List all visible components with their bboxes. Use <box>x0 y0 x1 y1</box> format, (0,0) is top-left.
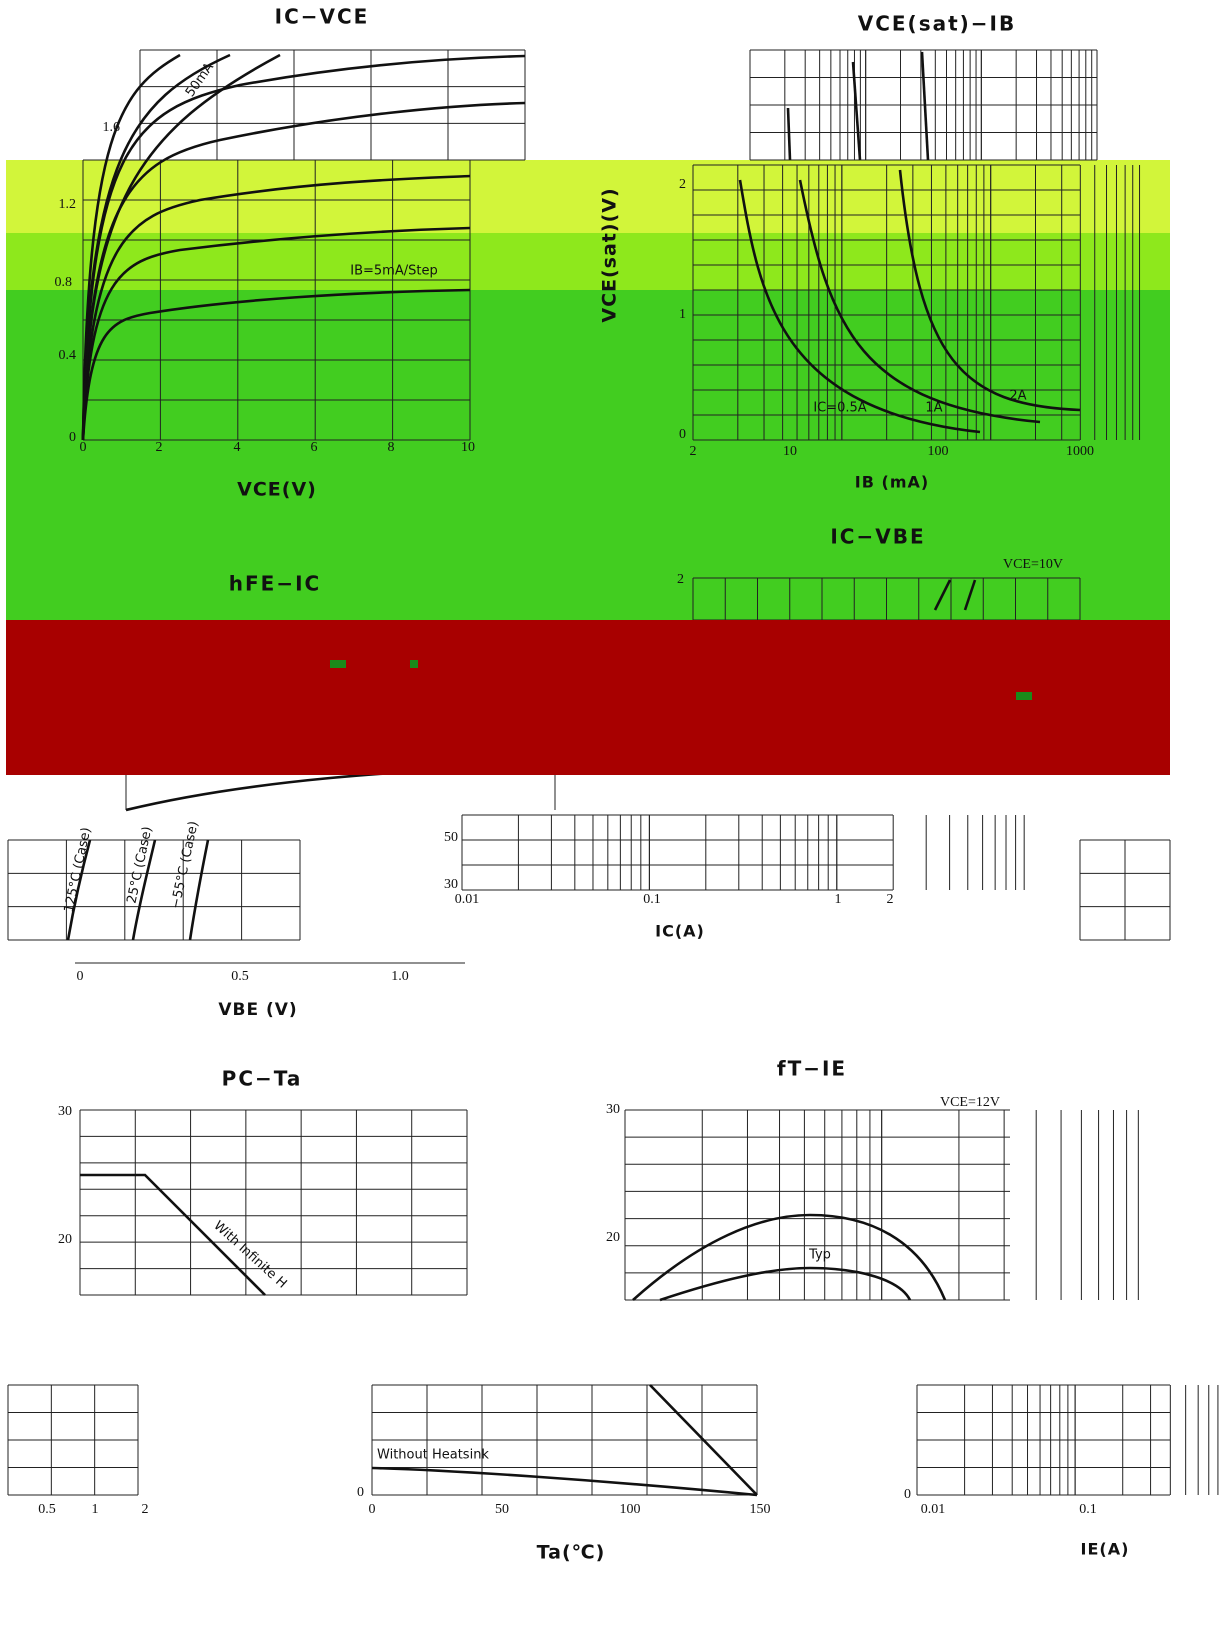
curve-label: 50mA <box>183 60 217 100</box>
tick-label: 2 <box>156 440 163 455</box>
tick-label: 1.0 <box>391 969 409 984</box>
tick-label: 30 <box>606 1102 620 1117</box>
axis-label: IE(A) <box>1081 1540 1130 1559</box>
tick-label: 10 <box>461 440 475 455</box>
tick-label: 50 <box>495 1502 509 1517</box>
tick-label: 30 <box>444 877 458 892</box>
tick-label: 0 <box>679 427 686 442</box>
curve-label: IC=0.5A <box>813 401 866 416</box>
artifact <box>410 660 418 668</box>
curve <box>131 839 157 941</box>
tick-label: 0.1 <box>643 892 661 907</box>
title: IC−VCE <box>275 5 370 29</box>
curve <box>738 179 981 434</box>
curve <box>798 179 1041 424</box>
title: VCE(sat)−IB <box>858 12 1017 36</box>
tick-label: 2 <box>677 572 684 587</box>
curve-label: IB=5mA/Step <box>350 264 437 279</box>
tick-label: 50 <box>444 830 458 845</box>
tick-label: 0 <box>77 969 84 984</box>
title: PC−Ta <box>222 1067 303 1091</box>
artifact <box>330 660 346 668</box>
tick-label: 2 <box>142 1502 149 1517</box>
tick-label: 0 <box>80 440 87 455</box>
tick-label: 10 <box>783 444 797 459</box>
tick-label: 0 <box>904 1487 911 1502</box>
curve <box>81 288 471 441</box>
curve <box>81 53 231 441</box>
curve-label: 1A <box>925 401 942 416</box>
curve <box>188 839 210 941</box>
tick-label: 30 <box>58 1104 72 1119</box>
curve <box>632 1213 947 1301</box>
tick-label: 0.4 <box>59 348 77 363</box>
curve-label: Typ <box>808 1248 831 1263</box>
condition: VCE=12V <box>940 1095 1000 1110</box>
curve <box>933 579 952 611</box>
axis-label: VCE(sat)(V) <box>599 187 621 322</box>
curve-label: Without Heatsink <box>377 1448 489 1463</box>
tick-label: 0.01 <box>921 1502 946 1517</box>
curve-label: 2A <box>1009 389 1026 404</box>
tick-label: 1 <box>679 307 686 322</box>
tick-label: 0 <box>69 430 76 445</box>
tick-label: 1.2 <box>59 197 77 212</box>
title: hFE−IC <box>229 572 321 596</box>
tick-label: 0 <box>357 1485 364 1500</box>
curve <box>920 51 930 161</box>
tick-label: 150 <box>750 1502 771 1517</box>
tick-label: 8 <box>388 440 395 455</box>
tick-label: 100 <box>928 444 949 459</box>
tick-label: 20 <box>606 1230 620 1245</box>
band <box>6 233 1170 290</box>
tick-label: 2 <box>690 444 697 459</box>
tick-label: 20 <box>58 1232 72 1247</box>
tick-label: 0.01 <box>455 892 480 907</box>
artifact <box>1016 692 1032 700</box>
axis-label: IB (mA) <box>855 473 929 492</box>
curve <box>963 579 977 611</box>
tick-label: 0.5 <box>231 969 249 984</box>
curve-label: 25°C (Case) <box>125 825 156 905</box>
tick-label: 2 <box>679 177 686 192</box>
curve <box>851 61 862 161</box>
axis-label: VCE(V) <box>237 479 317 501</box>
tick-label: 0.8 <box>55 275 73 290</box>
curve <box>81 226 471 441</box>
tick-label: 0.5 <box>38 1502 56 1517</box>
axis-label: IC(A) <box>655 922 705 941</box>
curve <box>81 174 471 441</box>
tick-label: 4 <box>234 440 241 455</box>
curve <box>649 1384 758 1496</box>
tick-label: 0.1 <box>1079 1502 1097 1517</box>
tick-label: 2 <box>887 892 894 907</box>
tick-label: 100 <box>620 1502 641 1517</box>
band <box>6 620 1170 775</box>
title: fT−IE <box>777 1057 847 1081</box>
band <box>6 160 1170 233</box>
axis-label: VBE (V) <box>218 1000 297 1020</box>
curve <box>80 1173 266 1296</box>
grids <box>7 49 1219 1496</box>
tick-label: 0 <box>369 1502 376 1517</box>
tick-label: 6 <box>311 440 318 455</box>
curve <box>371 1466 758 1497</box>
curve <box>81 53 281 441</box>
curves <box>66 51 1081 1497</box>
condition: VCE=10V <box>1003 557 1063 572</box>
tick-label: 1.6 <box>103 120 121 135</box>
axis-label: Ta(℃) <box>537 1542 606 1564</box>
curve <box>898 169 1081 412</box>
curve <box>659 1266 912 1302</box>
tick-label: 1000 <box>1066 444 1094 459</box>
tick-label: 1 <box>835 892 842 907</box>
curve <box>786 107 792 161</box>
curve <box>66 839 92 941</box>
title: IC−VBE <box>830 525 925 549</box>
tick-label: 1 <box>92 1502 99 1517</box>
